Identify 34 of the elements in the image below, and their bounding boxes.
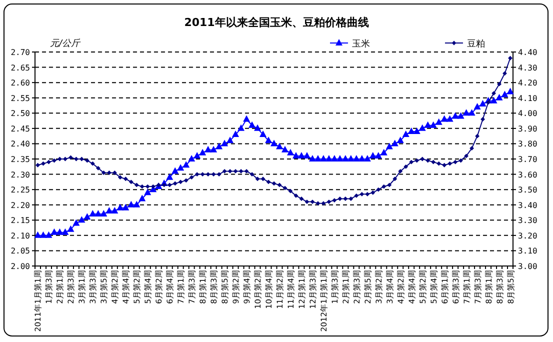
y2-tick-label: 3.20 <box>518 231 538 240</box>
y2-tick-label: 3.10 <box>518 246 538 256</box>
y-tick-label: 2.60 <box>10 78 30 88</box>
legend-label: 豆粕 <box>467 38 485 50</box>
y2-tick-label: 3.40 <box>518 200 538 210</box>
y2-tick-label: 4.30 <box>518 63 538 72</box>
y-tick-label: 2.40 <box>10 140 30 149</box>
y-tick-label: 2.00 <box>10 262 30 271</box>
y2-tick-label: 3.70 <box>518 155 538 164</box>
y-axis-title: 元/公斤 <box>50 38 82 49</box>
y-tick-label: 2.65 <box>10 63 30 72</box>
y-tick-label: 2.25 <box>10 186 30 195</box>
y-tick-label: 2.15 <box>10 216 30 226</box>
legend-label: 玉米 <box>352 38 370 50</box>
y2-tick-label: 3.90 <box>518 124 538 134</box>
y-tick-label: 2.20 <box>10 200 30 210</box>
y2-tick-label: 3.50 <box>518 186 538 195</box>
y-tick-label: 2.35 <box>10 155 30 164</box>
y2-tick-label: 3.60 <box>518 170 538 180</box>
y-tick-label: 2.70 <box>10 48 30 57</box>
y2-tick-label: 4.00 <box>518 109 538 118</box>
y-tick-label: 2.05 <box>10 246 30 256</box>
y2-tick-label: 3.30 <box>518 216 538 226</box>
y-tick-label: 2.10 <box>10 231 30 240</box>
chart-title: 2011年以来全国玉米、豆粕价格曲线 <box>184 16 369 29</box>
y-tick-label: 2.55 <box>10 94 30 103</box>
y2-tick-label: 4.10 <box>518 94 538 103</box>
y-tick-label: 2.30 <box>10 170 30 180</box>
y2-tick-label: 3.80 <box>518 140 538 149</box>
y2-tick-label: 3.00 <box>518 262 538 271</box>
y2-tick-label: 4.40 <box>518 48 538 57</box>
y-tick-label: 2.45 <box>10 124 30 134</box>
y-tick-label: 2.50 <box>10 109 30 118</box>
y2-tick-label: 4.20 <box>518 78 538 88</box>
